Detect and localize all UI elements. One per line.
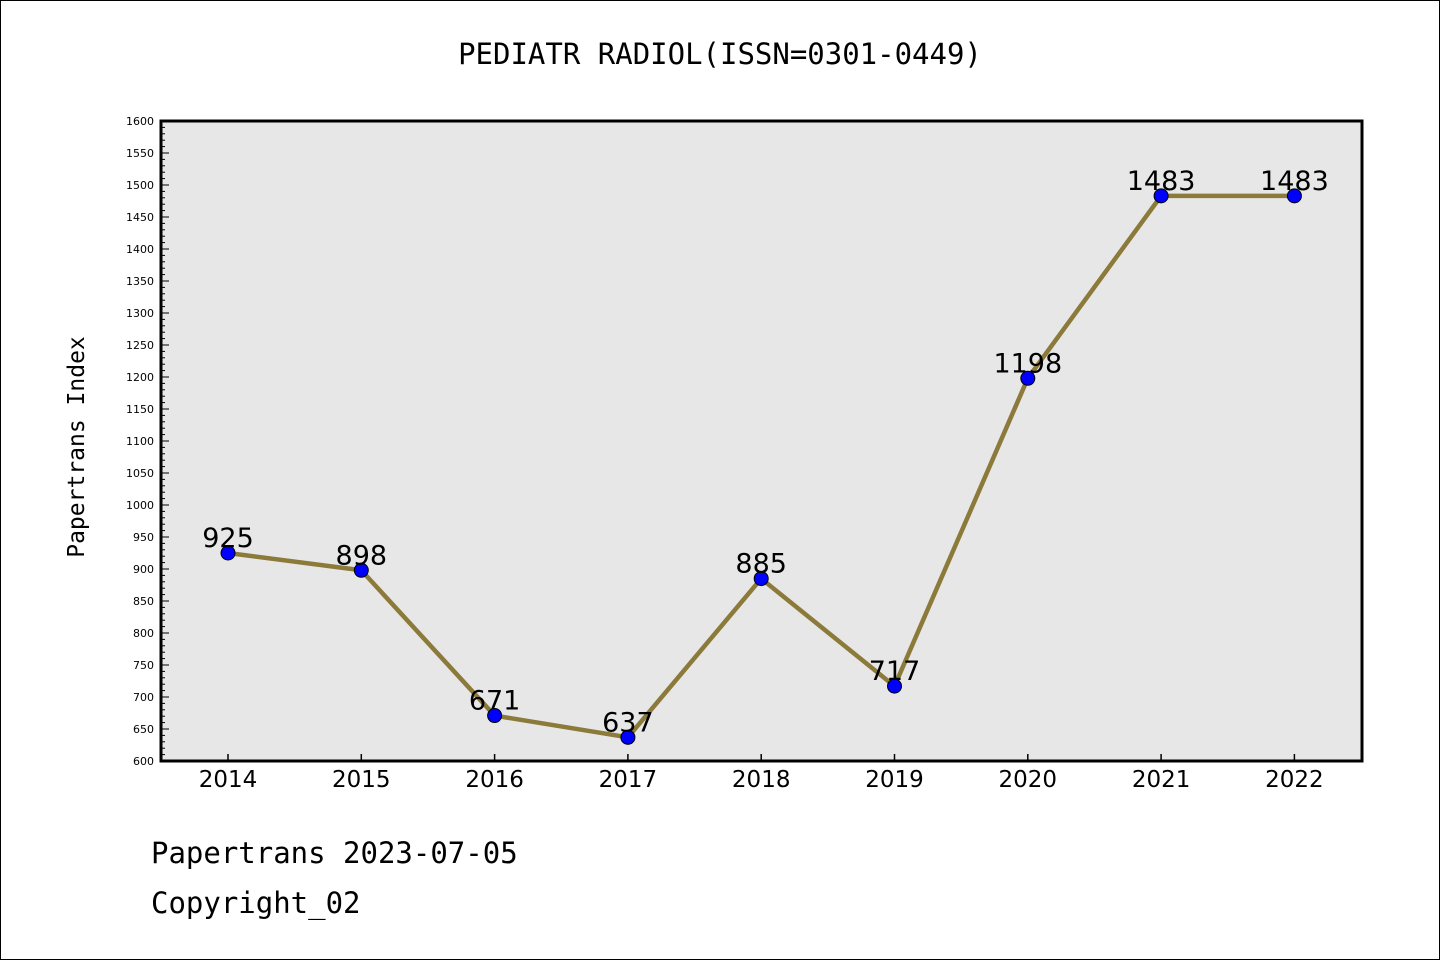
plot-area bbox=[159, 119, 1364, 763]
data-label: 717 bbox=[869, 656, 921, 687]
y-tick-label: 900 bbox=[133, 563, 154, 576]
y-tick-label: 950 bbox=[133, 531, 154, 544]
data-point bbox=[887, 678, 902, 694]
data-label: 637 bbox=[602, 707, 654, 738]
y-tick-label: 1250 bbox=[126, 339, 154, 352]
x-tick-label: 2022 bbox=[1265, 767, 1324, 793]
y-tick-label: 600 bbox=[133, 755, 154, 768]
y-tick-label: 1450 bbox=[126, 211, 154, 224]
data-point bbox=[1153, 188, 1169, 204]
y-tick-label: 850 bbox=[133, 595, 154, 608]
y-tick-label: 1600 bbox=[126, 115, 154, 128]
data-label: 671 bbox=[469, 686, 521, 717]
y-tick-label: 750 bbox=[133, 659, 154, 672]
footer-copyright: Copyright_02 bbox=[151, 886, 361, 920]
x-tick-label: 2015 bbox=[332, 767, 391, 793]
x-tick-label: 2019 bbox=[865, 767, 924, 793]
data-point bbox=[620, 729, 636, 745]
y-tick-label: 1150 bbox=[126, 403, 154, 416]
x-tick-label: 2014 bbox=[199, 767, 258, 793]
y-tick-label: 1200 bbox=[126, 371, 154, 384]
data-point bbox=[753, 571, 769, 587]
y-tick-label: 1500 bbox=[126, 179, 154, 192]
y-tick-label: 1100 bbox=[126, 435, 154, 448]
y-tick-label: 1550 bbox=[126, 147, 154, 160]
x-tick-label: 2020 bbox=[999, 767, 1058, 793]
data-point bbox=[353, 562, 369, 578]
y-tick-label: 1350 bbox=[126, 275, 154, 288]
data-label: 1483 bbox=[1260, 166, 1329, 197]
y-tick-label: 1050 bbox=[126, 467, 154, 480]
x-tick-label: 2018 bbox=[732, 767, 791, 793]
y-tick-label: 1300 bbox=[126, 307, 154, 320]
y-tick-label: 650 bbox=[133, 723, 154, 736]
x-tick-label: 2021 bbox=[1132, 767, 1191, 793]
data-label: 885 bbox=[735, 549, 787, 580]
x-tick-label: 2017 bbox=[599, 767, 658, 793]
y-tick-label: 1400 bbox=[126, 243, 154, 256]
data-point bbox=[1286, 188, 1302, 204]
data-label: 1198 bbox=[993, 348, 1062, 379]
data-label: 1483 bbox=[1127, 166, 1196, 197]
y-tick-label: 800 bbox=[133, 627, 154, 640]
data-point bbox=[1020, 370, 1036, 386]
data-point bbox=[220, 545, 236, 561]
data-point bbox=[487, 708, 503, 724]
x-tick-label: 2016 bbox=[465, 767, 524, 793]
y-tick-label: 700 bbox=[133, 691, 154, 704]
chart-title: PEDIATR RADIOL(ISSN=0301-0449) bbox=[458, 37, 982, 71]
data-label: 925 bbox=[202, 523, 254, 554]
y-tick-label: 1000 bbox=[126, 499, 154, 512]
data-label: 898 bbox=[336, 540, 388, 571]
footer-date: Papertrans 2023-07-05 bbox=[151, 836, 518, 870]
